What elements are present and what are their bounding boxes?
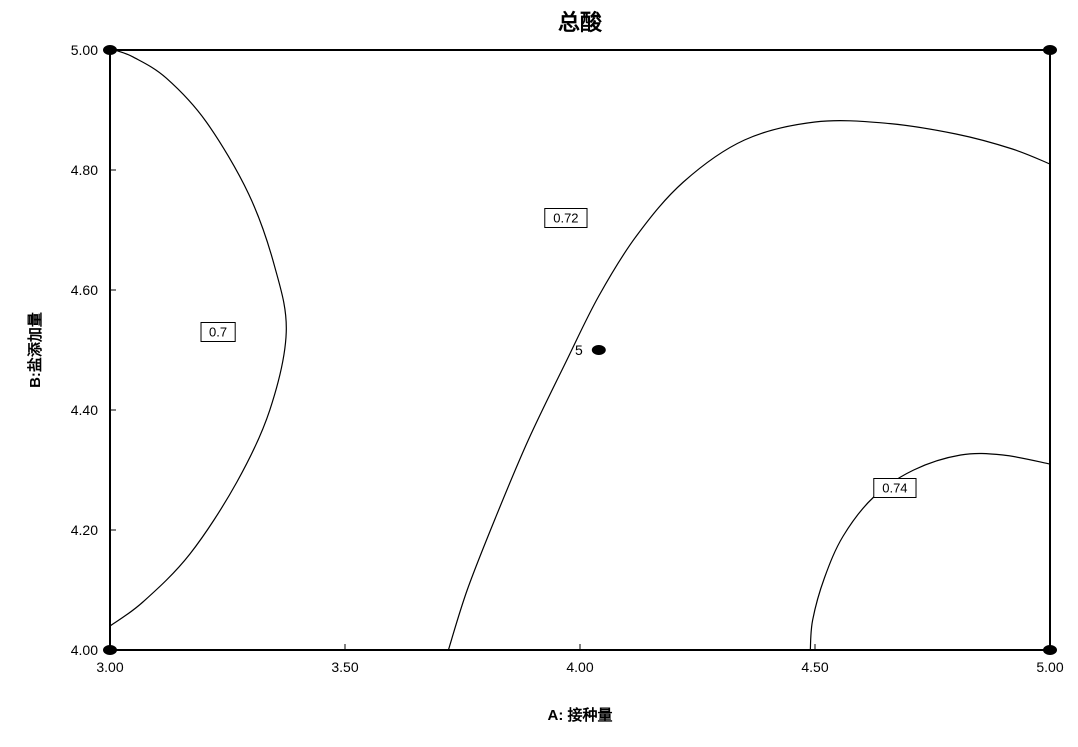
center-label: 5 xyxy=(575,342,583,358)
y-tick-label: 4.60 xyxy=(71,282,98,298)
corner-marker xyxy=(1043,645,1057,655)
corner-marker xyxy=(103,645,117,655)
center-marker xyxy=(592,345,606,355)
x-tick-label: 4.00 xyxy=(566,659,593,675)
contour-label-text: 0.72 xyxy=(553,210,578,225)
y-axis-label: B:盐添加量 xyxy=(26,312,44,388)
x-tick-label: 5.00 xyxy=(1036,659,1063,675)
contour-label-text: 0.7 xyxy=(209,324,227,339)
contour-line xyxy=(110,50,286,626)
x-tick-label: 4.50 xyxy=(801,659,828,675)
y-tick-labels: 4.00 4.20 4.40 4.60 4.80 5.00 xyxy=(71,42,98,658)
x-axis-label: A: 接种量 xyxy=(548,706,613,724)
corner-marker xyxy=(103,45,117,55)
contour-line xyxy=(448,121,1050,650)
x-tick-label: 3.00 xyxy=(96,659,123,675)
contour-labels: 0.7 0.72 0.74 xyxy=(201,209,916,498)
corner-marker xyxy=(1043,45,1057,55)
x-tick-label: 3.50 xyxy=(331,659,358,675)
chart-title: 总酸 xyxy=(558,10,603,35)
y-tick-label: 4.00 xyxy=(71,642,98,658)
center-point: 5 xyxy=(575,342,606,358)
y-tick-label: 5.00 xyxy=(71,42,98,58)
x-tick-labels: 3.00 3.50 4.00 4.50 5.00 xyxy=(96,659,1063,675)
y-tick-label: 4.40 xyxy=(71,402,98,418)
y-tick-label: 4.80 xyxy=(71,162,98,178)
contour-label-text: 0.74 xyxy=(882,480,907,495)
contour-line xyxy=(810,453,1050,650)
contour-chart: 总酸 3.00 3.50 4.00 4.50 5.00 4.00 4.20 4.40 4.60… xyxy=(0,0,1078,747)
y-tick-label: 4.20 xyxy=(71,522,98,538)
